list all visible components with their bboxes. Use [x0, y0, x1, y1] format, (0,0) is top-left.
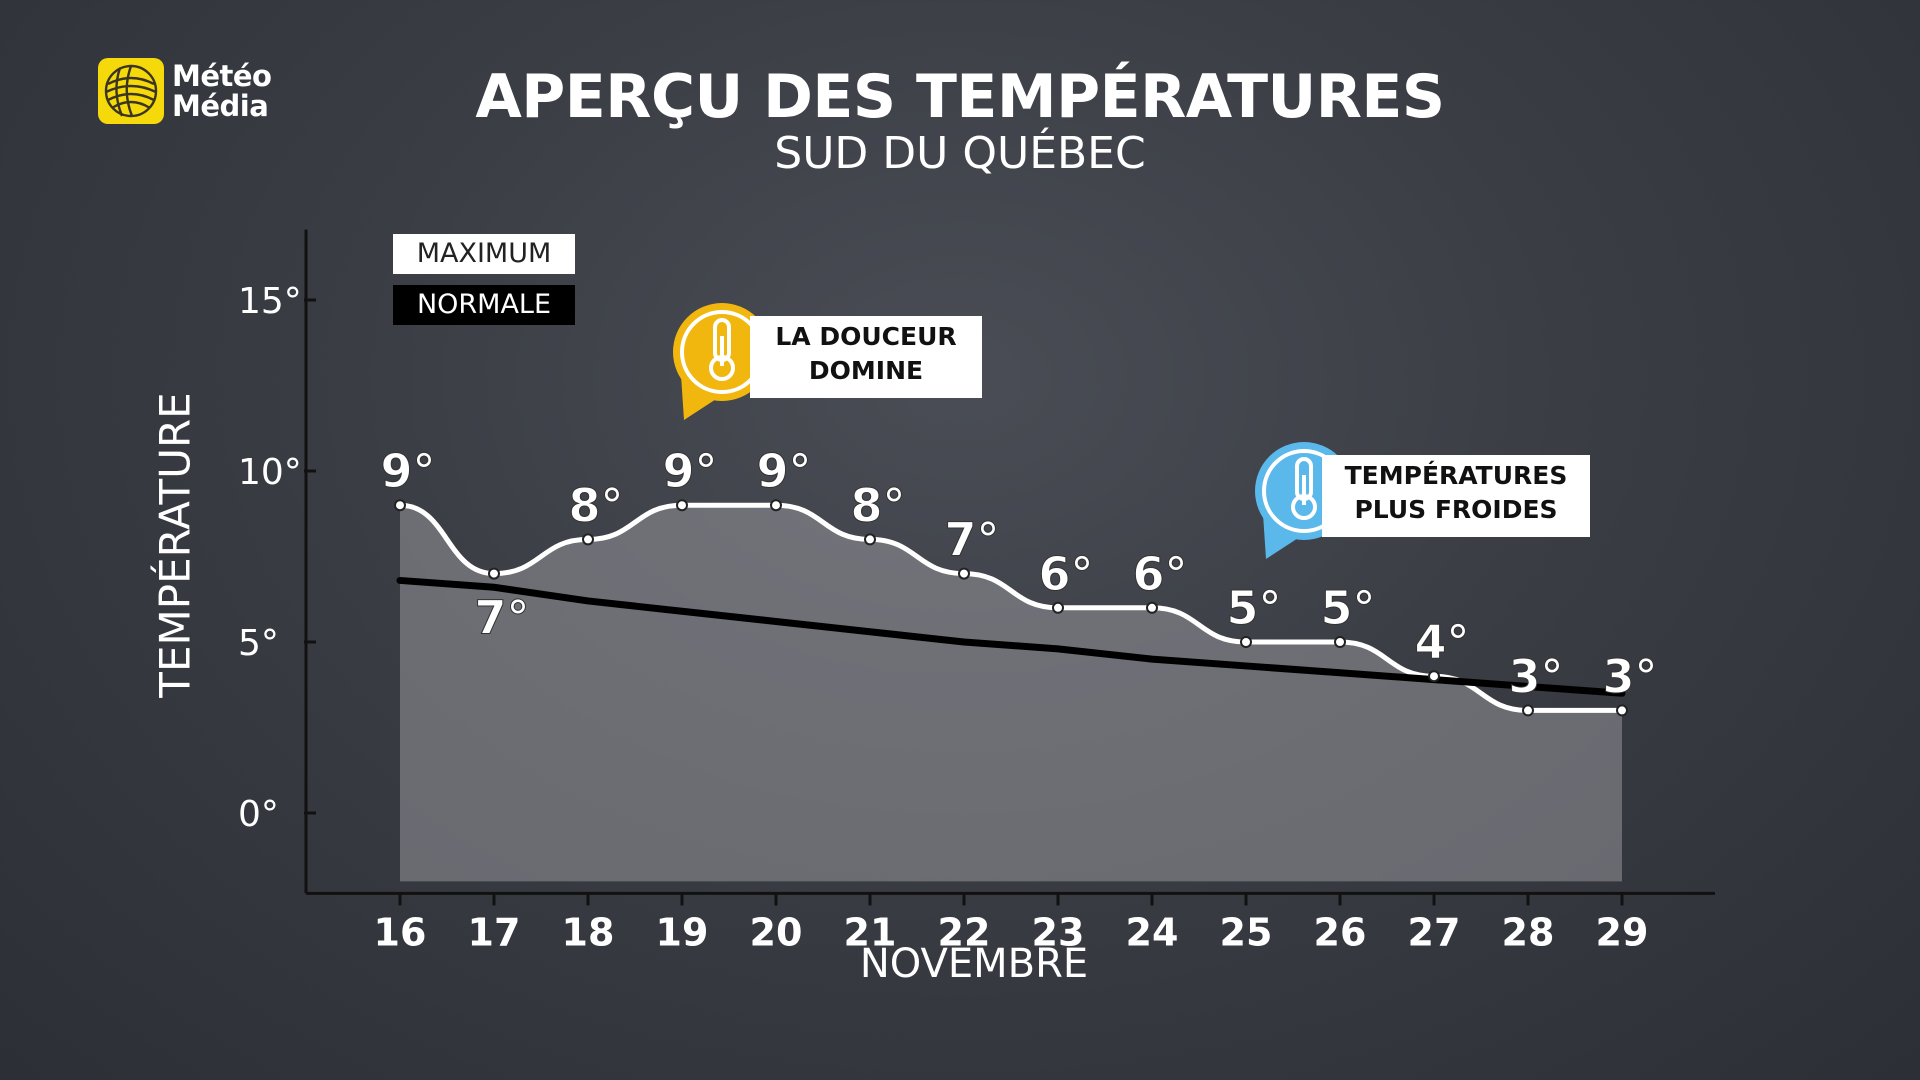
callout-cold: TEMPÉRATURES PLUS FROIDES	[1322, 455, 1590, 537]
chart-title: APERÇU DES TEMPÉRATURES	[475, 62, 1445, 132]
maximum-data-label: 8°	[850, 478, 905, 532]
x-tick-label: 18	[562, 910, 615, 954]
maximum-point	[1334, 636, 1346, 648]
brand-line1: Météo	[172, 59, 272, 93]
x-tick-label: 17	[468, 910, 521, 954]
x-tick-label: 20	[750, 910, 803, 954]
x-tick-label: 28	[1502, 910, 1555, 954]
brand-line2: Média	[172, 89, 269, 123]
brand-name: Météo Média	[172, 59, 272, 123]
maximum-point	[676, 499, 688, 512]
maximum-data-label: 3°	[1508, 649, 1563, 703]
maximum-point	[958, 567, 970, 580]
maximum-point	[864, 533, 876, 546]
normale-line	[396, 576, 1626, 697]
thermometer-warm-icon	[673, 303, 771, 420]
y-tick-label: 5°	[238, 623, 279, 664]
x-axis-label: NOVEMBRE	[859, 941, 1089, 987]
maximum-data-label: 7°	[944, 513, 999, 567]
maximum-data-label: 9°	[380, 444, 435, 498]
chart-subtitle: SUD DU QUÉBEC	[774, 128, 1146, 179]
x-tick-label: 27	[1408, 910, 1461, 954]
maximum-point	[1240, 636, 1252, 648]
maximum-area	[400, 505, 1622, 882]
maximum-point	[1146, 601, 1158, 614]
maximum-point	[1428, 670, 1440, 683]
callout-warm: LA DOUCEUR DOMINE	[750, 316, 982, 398]
maximum-data-label: 6°	[1132, 547, 1187, 601]
maximum-data-label: 5°	[1320, 581, 1375, 635]
maximum-data-label: 5°	[1226, 581, 1281, 635]
x-tick-label: 21	[844, 910, 897, 954]
x-tick-label: 26	[1314, 910, 1367, 954]
maximum-data-label: 9°	[662, 444, 717, 498]
globe-icon	[98, 58, 164, 124]
maximum-point	[488, 567, 500, 580]
maximum-point	[1522, 704, 1534, 717]
maximum-data-label: 9°	[756, 444, 811, 498]
x-tick-label: 25	[1220, 910, 1273, 954]
y-tick-label: 15°	[238, 281, 302, 322]
callout-warm-line1: LA DOUCEUR	[775, 322, 957, 351]
legend-normale: NORMALE	[393, 285, 575, 325]
maximum-point	[582, 533, 594, 546]
maximum-point	[1052, 601, 1064, 614]
x-tick-label: 19	[656, 910, 709, 954]
callout-warm-line2: DOMINE	[808, 356, 924, 385]
callout-cold-line1: TEMPÉRATURES	[1344, 461, 1568, 490]
maximum-data-label: 3°	[1602, 649, 1657, 703]
y-tick-label: 10°	[238, 452, 302, 493]
x-tick-label: 16	[374, 910, 427, 954]
callout-cold-line2: PLUS FROIDES	[1354, 495, 1558, 524]
maximum-data-label: 7°	[474, 591, 529, 645]
x-tick-label: 24	[1126, 910, 1179, 954]
maximum-data-label: 8°	[568, 478, 623, 532]
maximum-point	[770, 499, 782, 512]
x-tick-label: 23	[1032, 910, 1085, 954]
legend-maximum: MAXIMUM	[393, 234, 575, 274]
maximum-point	[1616, 704, 1628, 717]
maximum-data-label: 6°	[1038, 547, 1093, 601]
maximum-point	[394, 499, 406, 512]
x-tick-label: 29	[1596, 910, 1649, 954]
y-tick-label: 0°	[238, 794, 279, 835]
brand-logo: Météo Média	[98, 58, 272, 124]
x-tick-label: 22	[938, 910, 991, 954]
maximum-data-label: 4°	[1414, 615, 1469, 669]
